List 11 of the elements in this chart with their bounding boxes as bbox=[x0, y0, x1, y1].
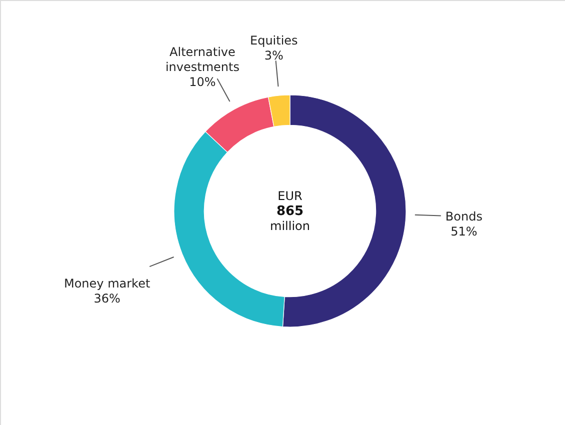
slice-label: Money market bbox=[64, 276, 150, 290]
slice-label: Alternative investments bbox=[165, 44, 240, 74]
data-label: 10% bbox=[189, 74, 216, 89]
data-label: 51% bbox=[450, 224, 478, 238]
data-label: 3% bbox=[264, 48, 284, 63]
data-label: 36% bbox=[94, 291, 120, 306]
text: million bbox=[270, 219, 310, 233]
text: 865 bbox=[276, 204, 304, 219]
slice-label: Equities bbox=[250, 34, 298, 48]
text: EUR bbox=[278, 189, 302, 203]
slice-label: Bonds bbox=[445, 209, 482, 224]
